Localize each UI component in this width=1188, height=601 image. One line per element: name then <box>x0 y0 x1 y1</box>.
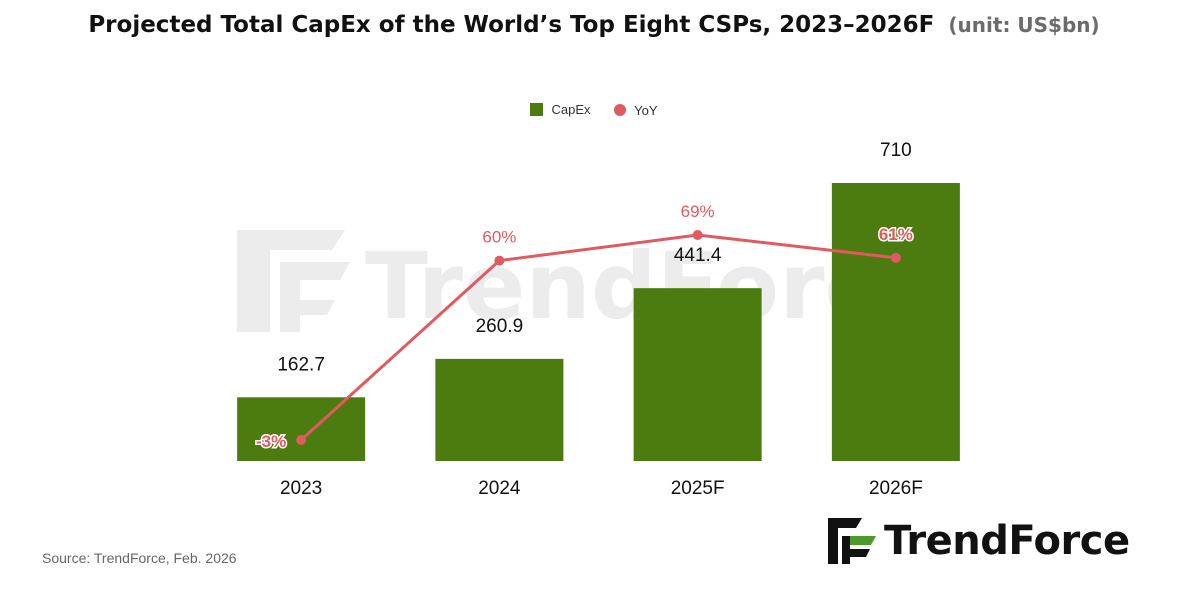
yoy-label-2023: -3% <box>256 432 286 451</box>
bar-value-label-2026F: 710 <box>880 140 912 161</box>
title-text: Projected Total CapEx of the World’s Top… <box>88 12 935 38</box>
legend-item-capex: CapEx <box>530 102 591 117</box>
trendforce-logo: TrendForce <box>828 518 1130 564</box>
bar-2025F <box>633 288 762 461</box>
bar-value-label-2025F: 441.4 <box>674 245 722 266</box>
yoy-point-2024 <box>494 255 505 266</box>
category-label-2024: 2024 <box>478 478 521 499</box>
bar-2023 <box>237 397 366 461</box>
legend-label-yoy: YoY <box>634 102 658 118</box>
bar-value-label-2023: 162.7 <box>277 354 325 375</box>
watermark-icon <box>237 230 350 332</box>
bar-value-label-2024: 260.9 <box>476 316 524 337</box>
legend-item-yoy: YoY <box>614 102 658 118</box>
bar-2026F <box>831 183 960 461</box>
category-label-2026F: 2026F <box>869 478 923 499</box>
yoy-point-2026F <box>890 252 901 263</box>
category-label-2025F: 2025F <box>671 478 725 499</box>
yoy-label-2024: 60% <box>482 228 516 247</box>
bar-2024 <box>435 358 564 461</box>
legend-swatch-yoy <box>614 104 627 116</box>
yoy-point-2023 <box>296 435 307 445</box>
category-label-2023: 2023 <box>280 478 322 499</box>
source-note: Source: TrendForce, Feb. 2026 <box>42 550 237 566</box>
yoy-label-2026F: 61% <box>879 225 913 244</box>
legend-swatch-capex <box>530 103 544 116</box>
trendforce-logo-icon <box>828 518 876 564</box>
legend: CapEx YoY <box>0 102 1188 119</box>
yoy-label-2025F: 69% <box>681 202 715 221</box>
logo-text: TrendForce <box>884 518 1130 564</box>
yoy-line <box>300 233 897 442</box>
yoy-point-2025F <box>692 230 703 240</box>
chart-title: Projected Total CapEx of the World’s Top… <box>0 12 1188 38</box>
title-unit: (unit: US$bn) <box>948 13 1100 37</box>
legend-label-capex: CapEx <box>551 102 591 117</box>
